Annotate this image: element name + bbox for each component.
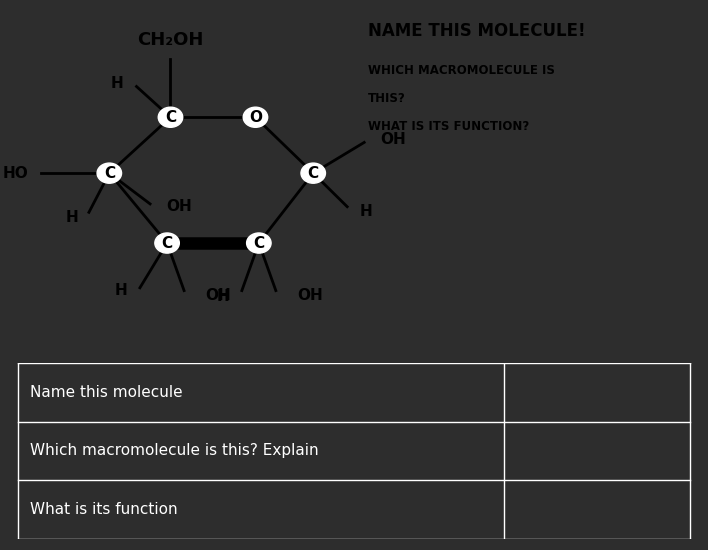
Text: What is its function: What is its function — [30, 502, 178, 517]
Text: C: C — [253, 235, 264, 251]
Text: WHICH MACROMOLECULE IS: WHICH MACROMOLECULE IS — [367, 64, 554, 77]
Text: Which macromolecule is this? Explain: Which macromolecule is this? Explain — [30, 443, 319, 459]
Text: OH: OH — [380, 132, 406, 147]
Text: Name this molecule: Name this molecule — [30, 385, 183, 400]
Text: C: C — [308, 166, 319, 180]
Circle shape — [246, 233, 271, 253]
Text: C: C — [104, 166, 115, 180]
Circle shape — [244, 107, 268, 127]
Text: O: O — [249, 110, 262, 125]
Text: HO: HO — [3, 166, 28, 180]
Circle shape — [155, 233, 179, 253]
Text: H: H — [217, 289, 229, 304]
Text: H: H — [111, 76, 124, 91]
Circle shape — [159, 107, 183, 127]
Text: THIS?: THIS? — [367, 92, 406, 105]
Text: WHAT IS ITS FUNCTION?: WHAT IS ITS FUNCTION? — [367, 120, 529, 133]
Text: C: C — [161, 235, 173, 251]
Circle shape — [301, 163, 326, 183]
Text: OH: OH — [205, 288, 231, 303]
Text: C: C — [165, 110, 176, 125]
Text: NAME THIS MOLECULE!: NAME THIS MOLECULE! — [367, 22, 586, 40]
Text: H: H — [66, 211, 79, 226]
Text: OH: OH — [297, 288, 323, 303]
Text: H: H — [360, 204, 372, 219]
Text: H: H — [115, 283, 127, 298]
Text: OH: OH — [166, 199, 192, 214]
Circle shape — [97, 163, 122, 183]
Text: CH₂OH: CH₂OH — [137, 31, 204, 49]
